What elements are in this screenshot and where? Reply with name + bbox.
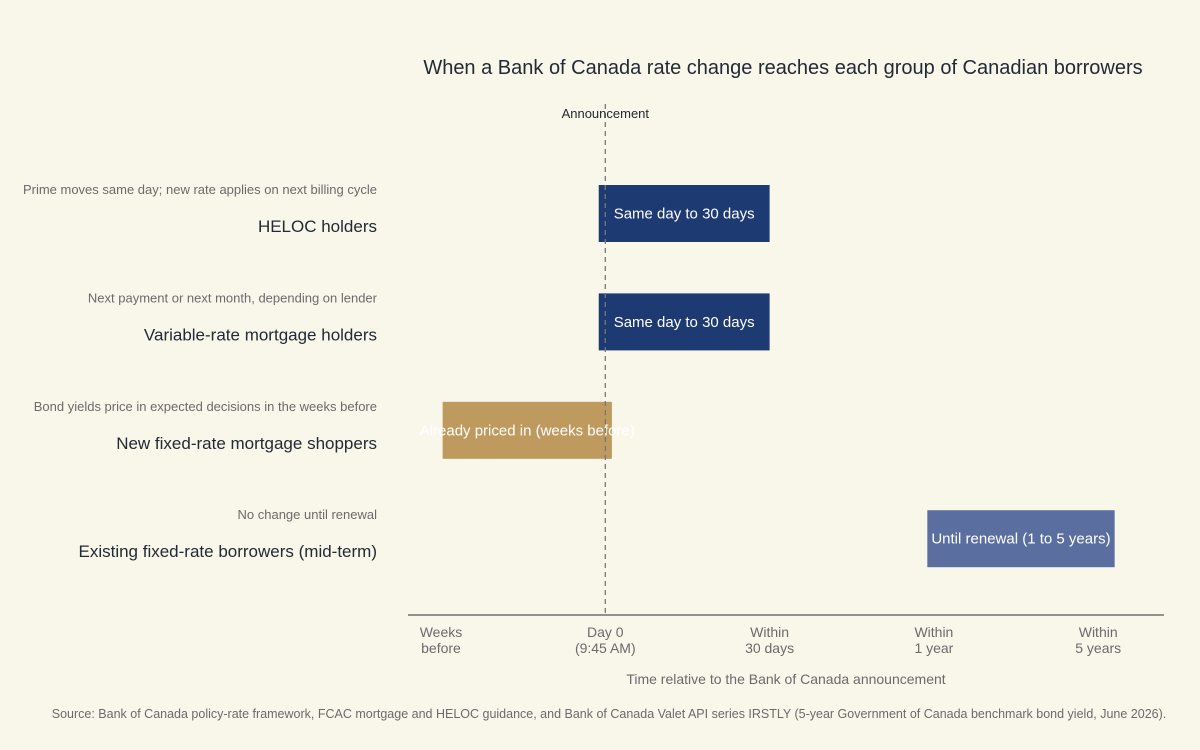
timeline-bar bbox=[598, 293, 770, 351]
timeline-bar bbox=[927, 510, 1115, 568]
bars: Same day to 30 days Same day to 30 days Al… bbox=[420, 185, 1115, 568]
timeline-bar bbox=[598, 185, 770, 242]
chart-title: When a Bank of Canada rate change reache… bbox=[423, 57, 1142, 79]
category-note: Prime moves same day; new rate applies o… bbox=[23, 182, 377, 197]
category-note: No change until renewal bbox=[238, 507, 378, 522]
timeline-bar bbox=[442, 401, 612, 459]
x-axis-label: Time relative to the Bank of Canada anno… bbox=[626, 671, 945, 687]
category-label: Existing fixed-rate borrowers (mid-term) bbox=[78, 542, 377, 561]
bar-label: Same day to 30 days bbox=[614, 206, 755, 223]
bar-label: Same day to 30 days bbox=[614, 314, 755, 331]
x-tick-label: Within 1 year bbox=[914, 624, 953, 656]
category-note: Bond yields price in expected decisions … bbox=[34, 399, 377, 414]
category-label: HELOC holders bbox=[258, 217, 377, 236]
category-label: New fixed-rate mortgage shoppers bbox=[116, 434, 377, 453]
bar-label: Until renewal (1 to 5 years) bbox=[931, 531, 1110, 548]
source-note: Source: Bank of Canada policy-rate frame… bbox=[52, 707, 1166, 721]
category-note: Next payment or next month, depending on… bbox=[88, 290, 378, 305]
x-tick-label: Within 30 days bbox=[745, 624, 794, 656]
x-tick-label: Weeks before bbox=[420, 624, 463, 656]
x-tick-label: Within 5 years bbox=[1075, 624, 1121, 656]
bar-label: Already priced in (weeks before) bbox=[420, 422, 635, 439]
category-label: Variable-rate mortgage holders bbox=[144, 325, 377, 344]
announcement-label: Announcement bbox=[562, 106, 650, 121]
category-rows: Prime moves same day; new rate applies o… bbox=[23, 182, 378, 561]
x-ticks: Weeks before Day 0 (9:45 AM) Within 30 days Wi… bbox=[420, 624, 1121, 656]
x-tick-label: Day 0 (9:45 AM) bbox=[575, 624, 636, 656]
